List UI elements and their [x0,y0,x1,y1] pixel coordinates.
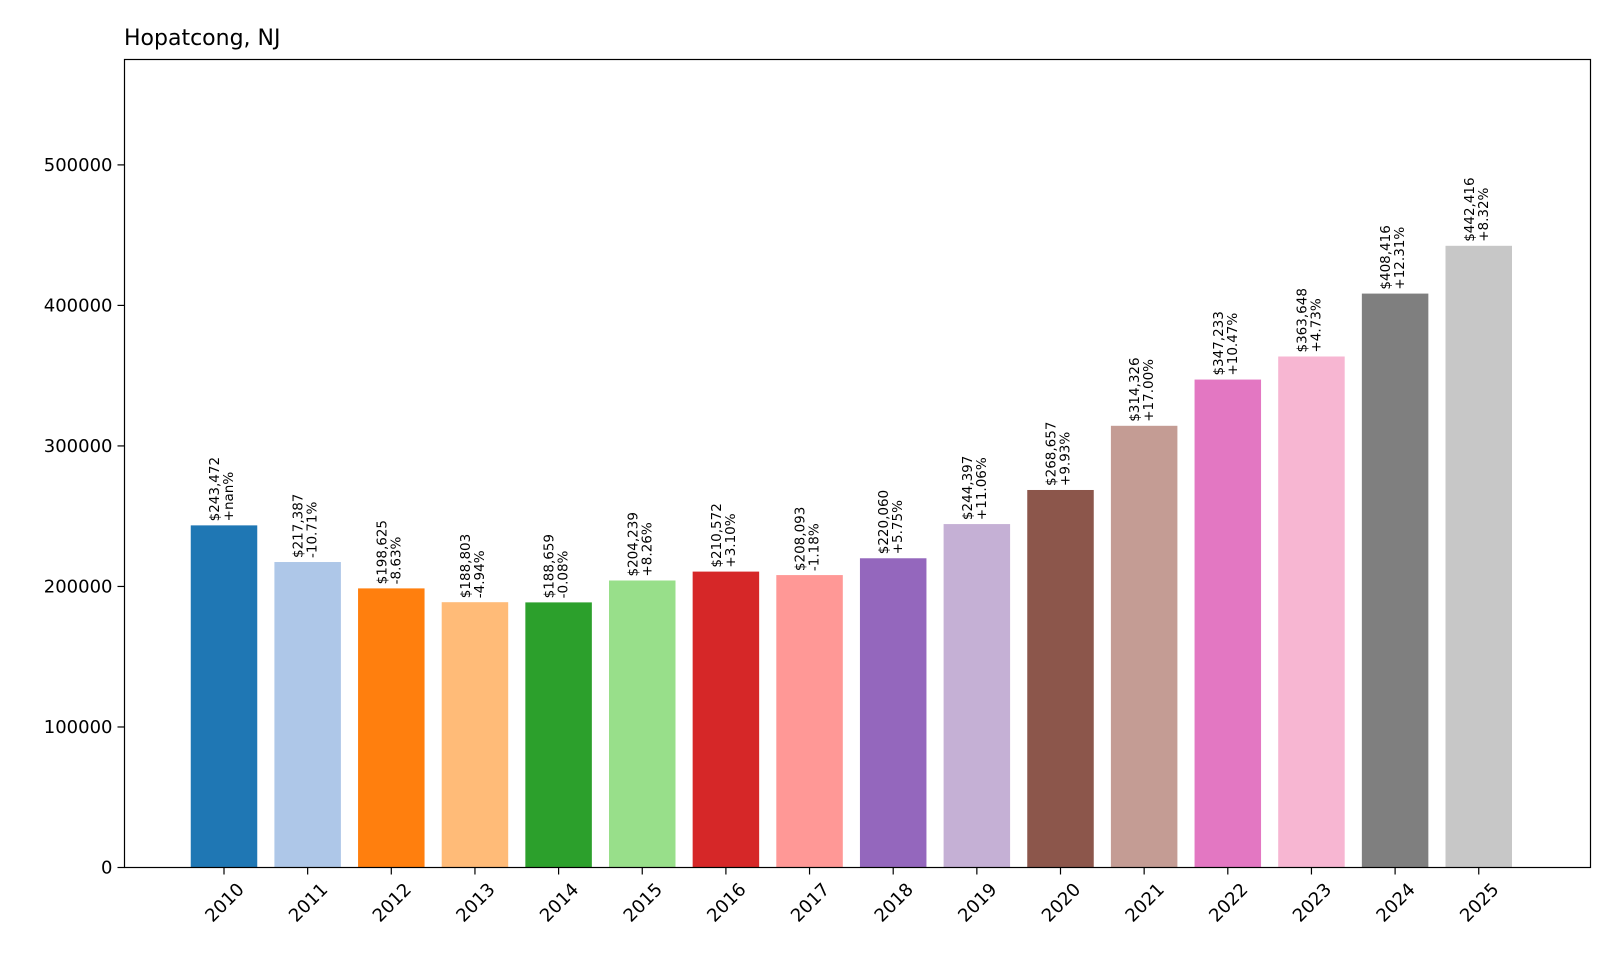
x-tick-label: 2019 [954,879,1001,926]
bar-change-label: -0.08% [556,550,572,598]
bar-label-2011: $217,387-10.71% [291,494,321,558]
bar-value-label: $188,803 [458,534,474,598]
bar-label-2019: $244,397+11.06% [960,456,990,520]
x-tick-label: 2025 [1456,879,1503,926]
bar-2018 [859,558,927,868]
bar-change-label: -1.18% [807,523,823,571]
bar-label-2020: $268,657+9.93% [1044,422,1074,486]
x-tick-label: 2013 [452,879,499,926]
x-tick-label: 2018 [871,879,918,926]
y-tick-label: 400000 [44,295,113,316]
bar-label-2017: $208,093-1.18% [793,507,823,571]
bar-2020 [1027,489,1094,868]
bar-value-label: $208,093 [793,507,809,571]
x-tick-label: 2012 [369,879,416,926]
bar-label-2024: $408,416+12.31% [1378,225,1408,289]
x-tick-label: 2024 [1372,879,1419,926]
bar-change-label: -4.94% [472,550,488,598]
bar-value-label: $204,239 [625,512,641,576]
y-tick-label: 0 [101,858,112,879]
bar-value-label: $363,648 [1294,288,1310,352]
bar-change-label: +10.47% [1225,313,1241,376]
bar-value-label: $268,657 [1044,422,1060,486]
bar-value-label: $408,416 [1378,225,1394,289]
x-tick-label: 2010 [201,879,248,926]
bar-value-label: $314,326 [1127,357,1143,421]
x-axis: 2010 2011 2012 2013 2014 2015 2016 2017 2018 2019… [201,867,1503,926]
bar-change-label: -10.71% [305,502,321,559]
bar-2023 [1278,356,1345,868]
bar-labels: $243,472+nan% $217,387-10.71% $198,625-8.6… [207,177,1492,598]
bar-label-2025: $442,416+8.32% [1462,177,1492,241]
bar-change-label: +17.00% [1141,359,1157,422]
x-tick-label: 2017 [787,879,834,926]
bar-change-label: +9.93% [1058,432,1074,486]
bar-2014 [525,602,592,868]
bar-label-2016: $210,572+3.10% [709,503,739,567]
bar-2015 [609,580,676,868]
bar-change-label: -8.63% [388,536,404,584]
bar-label-2015: $204,239+8.26% [625,512,655,576]
bar-change-label: +11.06% [974,457,990,520]
bar-2019 [943,524,1011,868]
bar-change-label: +3.10% [723,513,739,567]
chart-title: Hopatcong, NJ [124,26,280,51]
bar-2012 [358,588,425,868]
bar-2021 [1110,425,1178,868]
bar-2011 [274,562,341,868]
x-tick-label: 2021 [1121,879,1168,926]
bar-value-label: $347,233 [1211,311,1227,375]
y-tick-label: 500000 [44,155,113,176]
bar-label-2021: $314,326+17.00% [1127,357,1157,421]
y-tick-label: 200000 [44,576,113,597]
x-tick-label: 2020 [1038,879,1085,926]
bar-2016 [692,571,760,868]
bar-2022 [1194,379,1262,868]
bar-2025 [1445,245,1512,868]
bar-label-2012: $198,625-8.63% [374,520,404,584]
y-tick-label: 300000 [44,436,113,457]
bar-change-label: +8.26% [639,522,655,576]
bar-change-label: +5.75% [890,500,906,554]
bar-value-label: $198,625 [374,520,390,584]
bars [190,245,1512,868]
y-axis: 0 100000 200000 300000 400000 500000 [44,155,125,879]
bar-label-2022: $347,233+10.47% [1211,311,1241,375]
bar-label-2010: $243,472+nan% [207,457,237,521]
bar-value-label: $220,060 [876,490,892,554]
bar-2013 [441,602,509,868]
bar-label-2018: $220,060+5.75% [876,490,906,554]
bar-change-label: +8.32% [1476,187,1492,241]
x-tick-label: 2015 [620,879,667,926]
x-tick-label: 2014 [536,879,583,926]
bar-change-label: +4.73% [1308,298,1324,352]
bar-value-label: $442,416 [1462,177,1478,241]
bar-value-label: $244,397 [960,456,976,520]
bar-value-label: $217,387 [291,494,307,558]
bar-value-label: $243,472 [207,457,223,521]
plot-frame [123,58,1592,869]
x-tick-label: 2022 [1205,879,1252,926]
bar-value-label: $210,572 [709,503,725,567]
x-tick-label: 2016 [703,879,750,926]
bar-label-2013: $188,803-4.94% [458,534,488,598]
bar-change-label: +12.31% [1392,227,1408,290]
bar-change-label: +nan% [221,472,237,522]
bar-2024 [1361,293,1429,868]
bar-value-label: $188,659 [542,534,558,598]
x-tick-label: 2011 [285,879,332,926]
bar-2010 [190,525,258,868]
x-tick-label: 2023 [1289,879,1336,926]
bar-2017 [776,575,843,868]
bar-label-2023: $363,648+4.73% [1294,288,1324,352]
y-tick-label: 100000 [44,717,113,738]
bar-label-2014: $188,659-0.08% [542,534,572,598]
